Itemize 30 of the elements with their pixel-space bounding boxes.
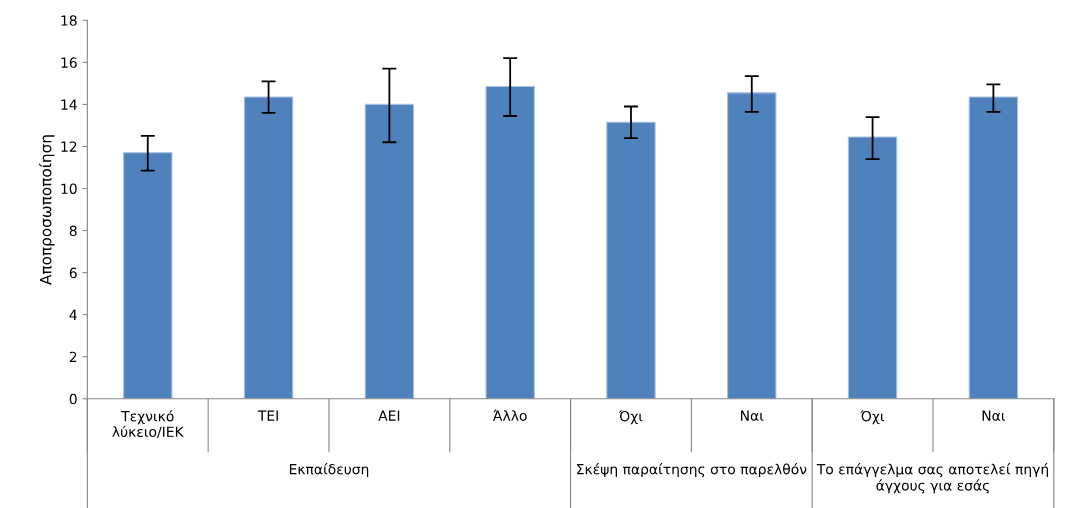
x-tick-label: Ναι (741, 410, 764, 421)
y-axis-title: Αποπροσωποποίηση (39, 135, 55, 285)
y-tick-label: 8 (69, 225, 77, 237)
y-tick-label: 2 (69, 351, 77, 363)
x-tick-label: ΤΕΙ (257, 410, 278, 421)
bar (727, 92, 777, 399)
bar (364, 103, 415, 399)
y-tick-label: 16 (61, 57, 77, 68)
y-tick-label: 18 (61, 15, 77, 26)
y-tick-label: 6 (69, 267, 77, 279)
y-tick-label: 14 (61, 99, 77, 110)
text: Εκπαίδευση (289, 463, 369, 478)
bar (606, 121, 656, 399)
y-tick-label: 0 (69, 393, 77, 405)
y-tick-label: 4 (69, 309, 77, 320)
bar (485, 85, 535, 399)
x-tick-label: Όχι (860, 410, 885, 425)
x-tick-label: Όχι (618, 410, 643, 425)
text: Σκέψη παραίτησης στο παρελθόν (577, 463, 807, 478)
x-tick-label: Ναι (982, 410, 1006, 421)
y-tick-label: 10 (61, 183, 77, 194)
bar (243, 96, 294, 399)
x-tick-label: Άλλο (493, 409, 527, 421)
x-tick-label: ΑΕΙ (378, 410, 400, 421)
bar (847, 136, 898, 399)
y-tick-label: 12 (61, 141, 77, 152)
bar (123, 152, 173, 399)
x-tick-label: Τεχνικό λύκειο/ΙΕΚ (112, 410, 184, 439)
text: Το επάγγελμα σας αποτελεί πηγή άγχους για εσάς (816, 463, 1049, 494)
bar (968, 96, 1019, 399)
